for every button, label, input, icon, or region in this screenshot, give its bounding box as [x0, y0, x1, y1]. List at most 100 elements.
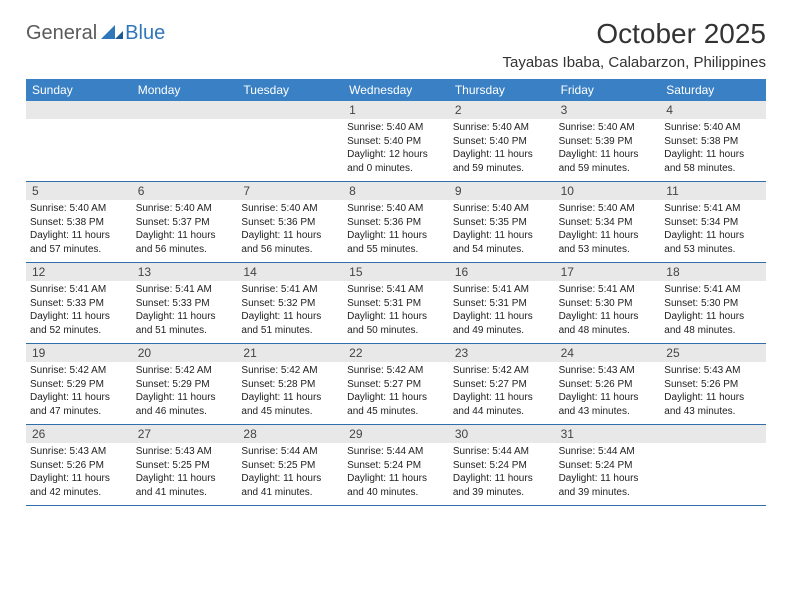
day-number: 15 [343, 263, 449, 281]
sunrise-text: Sunrise: 5:44 AM [347, 445, 445, 459]
day-data [660, 443, 766, 501]
day-cell [26, 101, 132, 181]
sunset-text: Sunset: 5:27 PM [453, 378, 551, 392]
sunrise-text: Sunrise: 5:40 AM [453, 121, 551, 135]
day-number: 20 [132, 344, 238, 362]
sunrise-text: Sunrise: 5:41 AM [30, 283, 128, 297]
weekday-thursday: Thursday [449, 79, 555, 101]
daylight-text: Daylight: 11 hours and 59 minutes. [453, 148, 551, 175]
daylight-text: Daylight: 11 hours and 57 minutes. [30, 229, 128, 256]
day-cell: 7Sunrise: 5:40 AMSunset: 5:36 PMDaylight… [237, 182, 343, 262]
day-cell [660, 425, 766, 505]
week-row: 1Sunrise: 5:40 AMSunset: 5:40 PMDaylight… [26, 101, 766, 182]
sunset-text: Sunset: 5:33 PM [30, 297, 128, 311]
day-data: Sunrise: 5:43 AMSunset: 5:26 PMDaylight:… [555, 362, 661, 424]
day-cell: 10Sunrise: 5:40 AMSunset: 5:34 PMDayligh… [555, 182, 661, 262]
daylight-text: Daylight: 11 hours and 48 minutes. [664, 310, 762, 337]
daylight-text: Daylight: 12 hours and 0 minutes. [347, 148, 445, 175]
day-data: Sunrise: 5:40 AMSunset: 5:36 PMDaylight:… [343, 200, 449, 262]
sunset-text: Sunset: 5:33 PM [136, 297, 234, 311]
day-data: Sunrise: 5:41 AMSunset: 5:34 PMDaylight:… [660, 200, 766, 262]
sunset-text: Sunset: 5:29 PM [30, 378, 128, 392]
day-cell: 3Sunrise: 5:40 AMSunset: 5:39 PMDaylight… [555, 101, 661, 181]
sunset-text: Sunset: 5:29 PM [136, 378, 234, 392]
sunset-text: Sunset: 5:31 PM [347, 297, 445, 311]
daylight-text: Daylight: 11 hours and 45 minutes. [347, 391, 445, 418]
sunrise-text: Sunrise: 5:41 AM [347, 283, 445, 297]
daylight-text: Daylight: 11 hours and 45 minutes. [241, 391, 339, 418]
day-cell: 2 Sunrise: 5:40 AMSunset: 5:40 PMDaylight… [449, 101, 555, 181]
sunrise-text: Sunrise: 5:44 AM [453, 445, 551, 459]
sunrise-text: Sunrise: 5:40 AM [559, 202, 657, 216]
day-cell: 25Sunrise: 5:43 AMSunset: 5:26 PMDayligh… [660, 344, 766, 424]
day-number: 16 [449, 263, 555, 281]
day-cell: 29Sunrise: 5:44 AMSunset: 5:24 PMDayligh… [343, 425, 449, 505]
day-cell: 26Sunrise: 5:43 AMSunset: 5:26 PMDayligh… [26, 425, 132, 505]
sunrise-text: Sunrise: 5:40 AM [241, 202, 339, 216]
month-title: October 2025 [502, 18, 766, 50]
day-cell: 22Sunrise: 5:42 AMSunset: 5:27 PMDayligh… [343, 344, 449, 424]
weekday-header-row: Sunday Monday Tuesday Wednesday Thursday… [26, 79, 766, 101]
day-data [26, 119, 132, 177]
day-number: 19 [26, 344, 132, 362]
daylight-text: Daylight: 11 hours and 39 minutes. [453, 472, 551, 499]
day-number: 29 [343, 425, 449, 443]
day-number [132, 101, 238, 119]
day-cell: 5Sunrise: 5:40 AMSunset: 5:38 PMDaylight… [26, 182, 132, 262]
day-number: 8 [343, 182, 449, 200]
day-number: 18 [660, 263, 766, 281]
daylight-text: Daylight: 11 hours and 41 minutes. [136, 472, 234, 499]
sunrise-text: Sunrise: 5:42 AM [136, 364, 234, 378]
day-number: 14 [237, 263, 343, 281]
sunset-text: Sunset: 5:31 PM [453, 297, 551, 311]
daylight-text: Daylight: 11 hours and 43 minutes. [664, 391, 762, 418]
sunrise-text: Sunrise: 5:41 AM [559, 283, 657, 297]
sunrise-text: Sunrise: 5:41 AM [136, 283, 234, 297]
day-data: Sunrise: 5:42 AMSunset: 5:28 PMDaylight:… [237, 362, 343, 424]
day-data: Sunrise: 5:40 AMSunset: 5:40 PMDaylight:… [343, 119, 449, 181]
weekday-sunday: Sunday [26, 79, 132, 101]
weekday-saturday: Saturday [660, 79, 766, 101]
sunset-text: Sunset: 5:40 PM [347, 135, 445, 149]
day-data: Sunrise: 5:41 AMSunset: 5:32 PMDaylight:… [237, 281, 343, 343]
day-number: 12 [26, 263, 132, 281]
daylight-text: Daylight: 11 hours and 54 minutes. [453, 229, 551, 256]
title-block: October 2025 Tayabas Ibaba, Calabarzon, … [502, 18, 766, 71]
sunset-text: Sunset: 5:32 PM [241, 297, 339, 311]
daylight-text: Daylight: 11 hours and 41 minutes. [241, 472, 339, 499]
sunrise-text: Sunrise: 5:42 AM [347, 364, 445, 378]
day-data [132, 119, 238, 177]
sunrise-text: Sunrise: 5:43 AM [664, 364, 762, 378]
day-number: 28 [237, 425, 343, 443]
sunset-text: Sunset: 5:39 PM [559, 135, 657, 149]
sunset-text: Sunset: 5:36 PM [241, 216, 339, 230]
day-cell: 27Sunrise: 5:43 AMSunset: 5:25 PMDayligh… [132, 425, 238, 505]
day-cell: 11Sunrise: 5:41 AMSunset: 5:34 PMDayligh… [660, 182, 766, 262]
daylight-text: Daylight: 11 hours and 48 minutes. [559, 310, 657, 337]
sunrise-text: Sunrise: 5:40 AM [30, 202, 128, 216]
day-cell: 15Sunrise: 5:41 AMSunset: 5:31 PMDayligh… [343, 263, 449, 343]
sunset-text: Sunset: 5:34 PM [664, 216, 762, 230]
sunset-text: Sunset: 5:37 PM [136, 216, 234, 230]
day-number: 2 [449, 101, 555, 119]
logo-text-blue: Blue [125, 22, 165, 45]
daylight-text: Daylight: 11 hours and 53 minutes. [664, 229, 762, 256]
sunrise-text: Sunrise: 5:40 AM [453, 202, 551, 216]
day-cell: 17Sunrise: 5:41 AMSunset: 5:30 PMDayligh… [555, 263, 661, 343]
day-number: 26 [26, 425, 132, 443]
day-number: 10 [555, 182, 661, 200]
daylight-text: Daylight: 11 hours and 51 minutes. [136, 310, 234, 337]
daylight-text: Daylight: 11 hours and 46 minutes. [136, 391, 234, 418]
day-number: 7 [237, 182, 343, 200]
daylight-text: Daylight: 11 hours and 51 minutes. [241, 310, 339, 337]
sunrise-text: Sunrise: 5:41 AM [453, 283, 551, 297]
day-cell: 20 Sunrise: 5:42 AMSunset: 5:29 PMDayligh… [132, 344, 238, 424]
sunset-text: Sunset: 5:40 PM [453, 135, 551, 149]
day-data: Sunrise: 5:41 AMSunset: 5:33 PMDaylight:… [26, 281, 132, 343]
day-number: 3 [555, 101, 661, 119]
daylight-text: Daylight: 11 hours and 58 minutes. [664, 148, 762, 175]
day-cell: 9Sunrise: 5:40 AMSunset: 5:35 PMDaylight… [449, 182, 555, 262]
location-text: Tayabas Ibaba, Calabarzon, Philippines [502, 54, 766, 71]
day-number: 23 [449, 344, 555, 362]
sunrise-text: Sunrise: 5:43 AM [559, 364, 657, 378]
